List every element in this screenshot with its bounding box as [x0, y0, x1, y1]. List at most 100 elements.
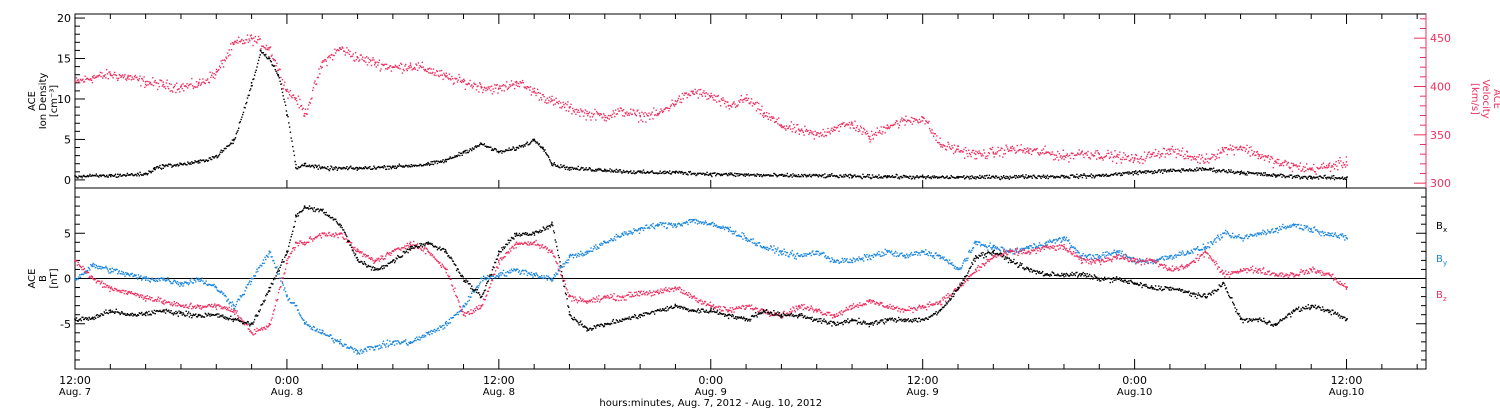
- velocity-series-dot: [239, 41, 241, 43]
- density-series-dot: [1251, 172, 1253, 175]
- by-series-dot: [1049, 240, 1052, 242]
- by-series-dot: [1088, 254, 1090, 256]
- by-series-dot: [324, 334, 327, 336]
- by-series-dot: [971, 249, 973, 252]
- velocity-series-dot: [568, 110, 570, 112]
- density-series-dot: [784, 175, 786, 177]
- by-series-dot: [665, 227, 668, 230]
- velocity-series-dot: [1114, 150, 1116, 152]
- density-series-point: [533, 138, 536, 141]
- by-series-dot: [890, 252, 892, 254]
- by-series-dot: [142, 276, 144, 279]
- velocity-series-dot: [583, 112, 586, 114]
- velocity-series-dot: [375, 66, 377, 68]
- velocity-series-dot: [640, 119, 642, 121]
- density-series-dot: [860, 177, 863, 179]
- by-series-dot: [145, 276, 148, 278]
- velocity-series-dot: [190, 83, 192, 85]
- density-series-dot: [1014, 174, 1016, 177]
- velocity-series-point: [197, 82, 200, 85]
- density-series-dot: [631, 172, 633, 174]
- by-series-dot: [427, 333, 429, 335]
- density-series-dot: [617, 169, 619, 172]
- velocity-series-dot: [755, 110, 758, 112]
- velocity-series-dot: [408, 65, 410, 68]
- velocity-series-dot: [748, 102, 750, 104]
- velocity-series-dot: [1203, 162, 1205, 164]
- velocity-series-dot: [1257, 157, 1259, 160]
- velocity-series-dot: [1166, 149, 1168, 152]
- by-series-dot: [321, 329, 323, 331]
- by-series-dot: [882, 252, 885, 254]
- density-series-dot: [921, 174, 924, 176]
- by-series-dot: [1031, 247, 1033, 249]
- by-series-dot: [616, 236, 618, 238]
- density-series-dot: [1111, 173, 1113, 176]
- density-series-dot: [593, 169, 595, 172]
- velocity-series-dot: [101, 72, 103, 74]
- by-series-dot: [688, 219, 690, 222]
- velocity-series-dot: [148, 81, 150, 83]
- density-series-dot: [874, 176, 876, 178]
- velocity-series-dot: [559, 106, 561, 109]
- density-series-dot: [619, 169, 622, 171]
- velocity-series-dot: [1291, 170, 1294, 173]
- by-series-dot: [292, 302, 294, 304]
- velocity-series-dot: [1076, 154, 1078, 156]
- by-series-dot: [284, 290, 287, 293]
- density-series-dot: [875, 175, 877, 177]
- density-series-dot: [496, 151, 498, 153]
- density-series-point: [1169, 169, 1171, 172]
- velocity-series-dot: [324, 58, 327, 61]
- by-series-dot: [918, 252, 921, 254]
- density-series-dot: [583, 168, 586, 170]
- velocity-series-dot: [238, 40, 241, 43]
- by-series-dot: [1141, 260, 1143, 263]
- by-series-dot: [614, 239, 617, 241]
- velocity-series-dot: [648, 112, 650, 114]
- density-series-dot: [1184, 170, 1186, 172]
- density-series-dot: [1296, 176, 1298, 179]
- by-series-dot: [320, 332, 323, 335]
- density-series-dot: [1119, 172, 1121, 174]
- velocity-series-dot: [1220, 151, 1222, 153]
- velocity-series-dot: [283, 84, 285, 86]
- by-series-dot: [420, 337, 422, 339]
- density-series-dot: [144, 173, 146, 176]
- velocity-series-dot: [173, 85, 175, 88]
- density-series-dot: [766, 174, 768, 177]
- by-series-dot: [308, 324, 310, 326]
- density-series-dot: [1227, 171, 1229, 174]
- density-series-dot: [1213, 170, 1216, 172]
- velocity-series-dot: [1326, 167, 1328, 169]
- density-series-dot: [946, 175, 948, 177]
- velocity-series-dot: [810, 131, 812, 133]
- velocity-series-dot: [933, 135, 935, 137]
- velocity-series-point: [851, 122, 853, 125]
- velocity-series-dot: [706, 98, 708, 100]
- by-series-dot: [929, 252, 931, 254]
- density-series-dot: [754, 175, 756, 177]
- density-series-dot: [1052, 175, 1054, 177]
- by-series-dot: [143, 277, 145, 279]
- by-series-dot: [915, 251, 917, 253]
- velocity-series-dot: [1092, 155, 1095, 157]
- density-series-dot: [160, 167, 162, 169]
- by-series-dot: [1030, 245, 1033, 247]
- velocity-series-dot: [532, 88, 534, 90]
- velocity-series-dot: [700, 88, 702, 91]
- density-series-dot: [229, 143, 231, 146]
- density-series-dot: [1332, 177, 1334, 179]
- velocity-series-dot: [1088, 156, 1090, 159]
- density-series-dot: [555, 165, 557, 167]
- density-series-dot: [1282, 174, 1284, 176]
- density-series-dot: [1313, 177, 1316, 179]
- by-series-dot: [681, 225, 684, 227]
- velocity-series-dot: [647, 115, 649, 117]
- velocity-series-dot: [1092, 154, 1094, 156]
- by-series-dot: [204, 282, 206, 285]
- density-series-dot: [1225, 170, 1228, 172]
- density-series-dot: [1283, 175, 1286, 177]
- density-series-dot: [335, 166, 337, 168]
- velocity-series-dot: [749, 103, 751, 105]
